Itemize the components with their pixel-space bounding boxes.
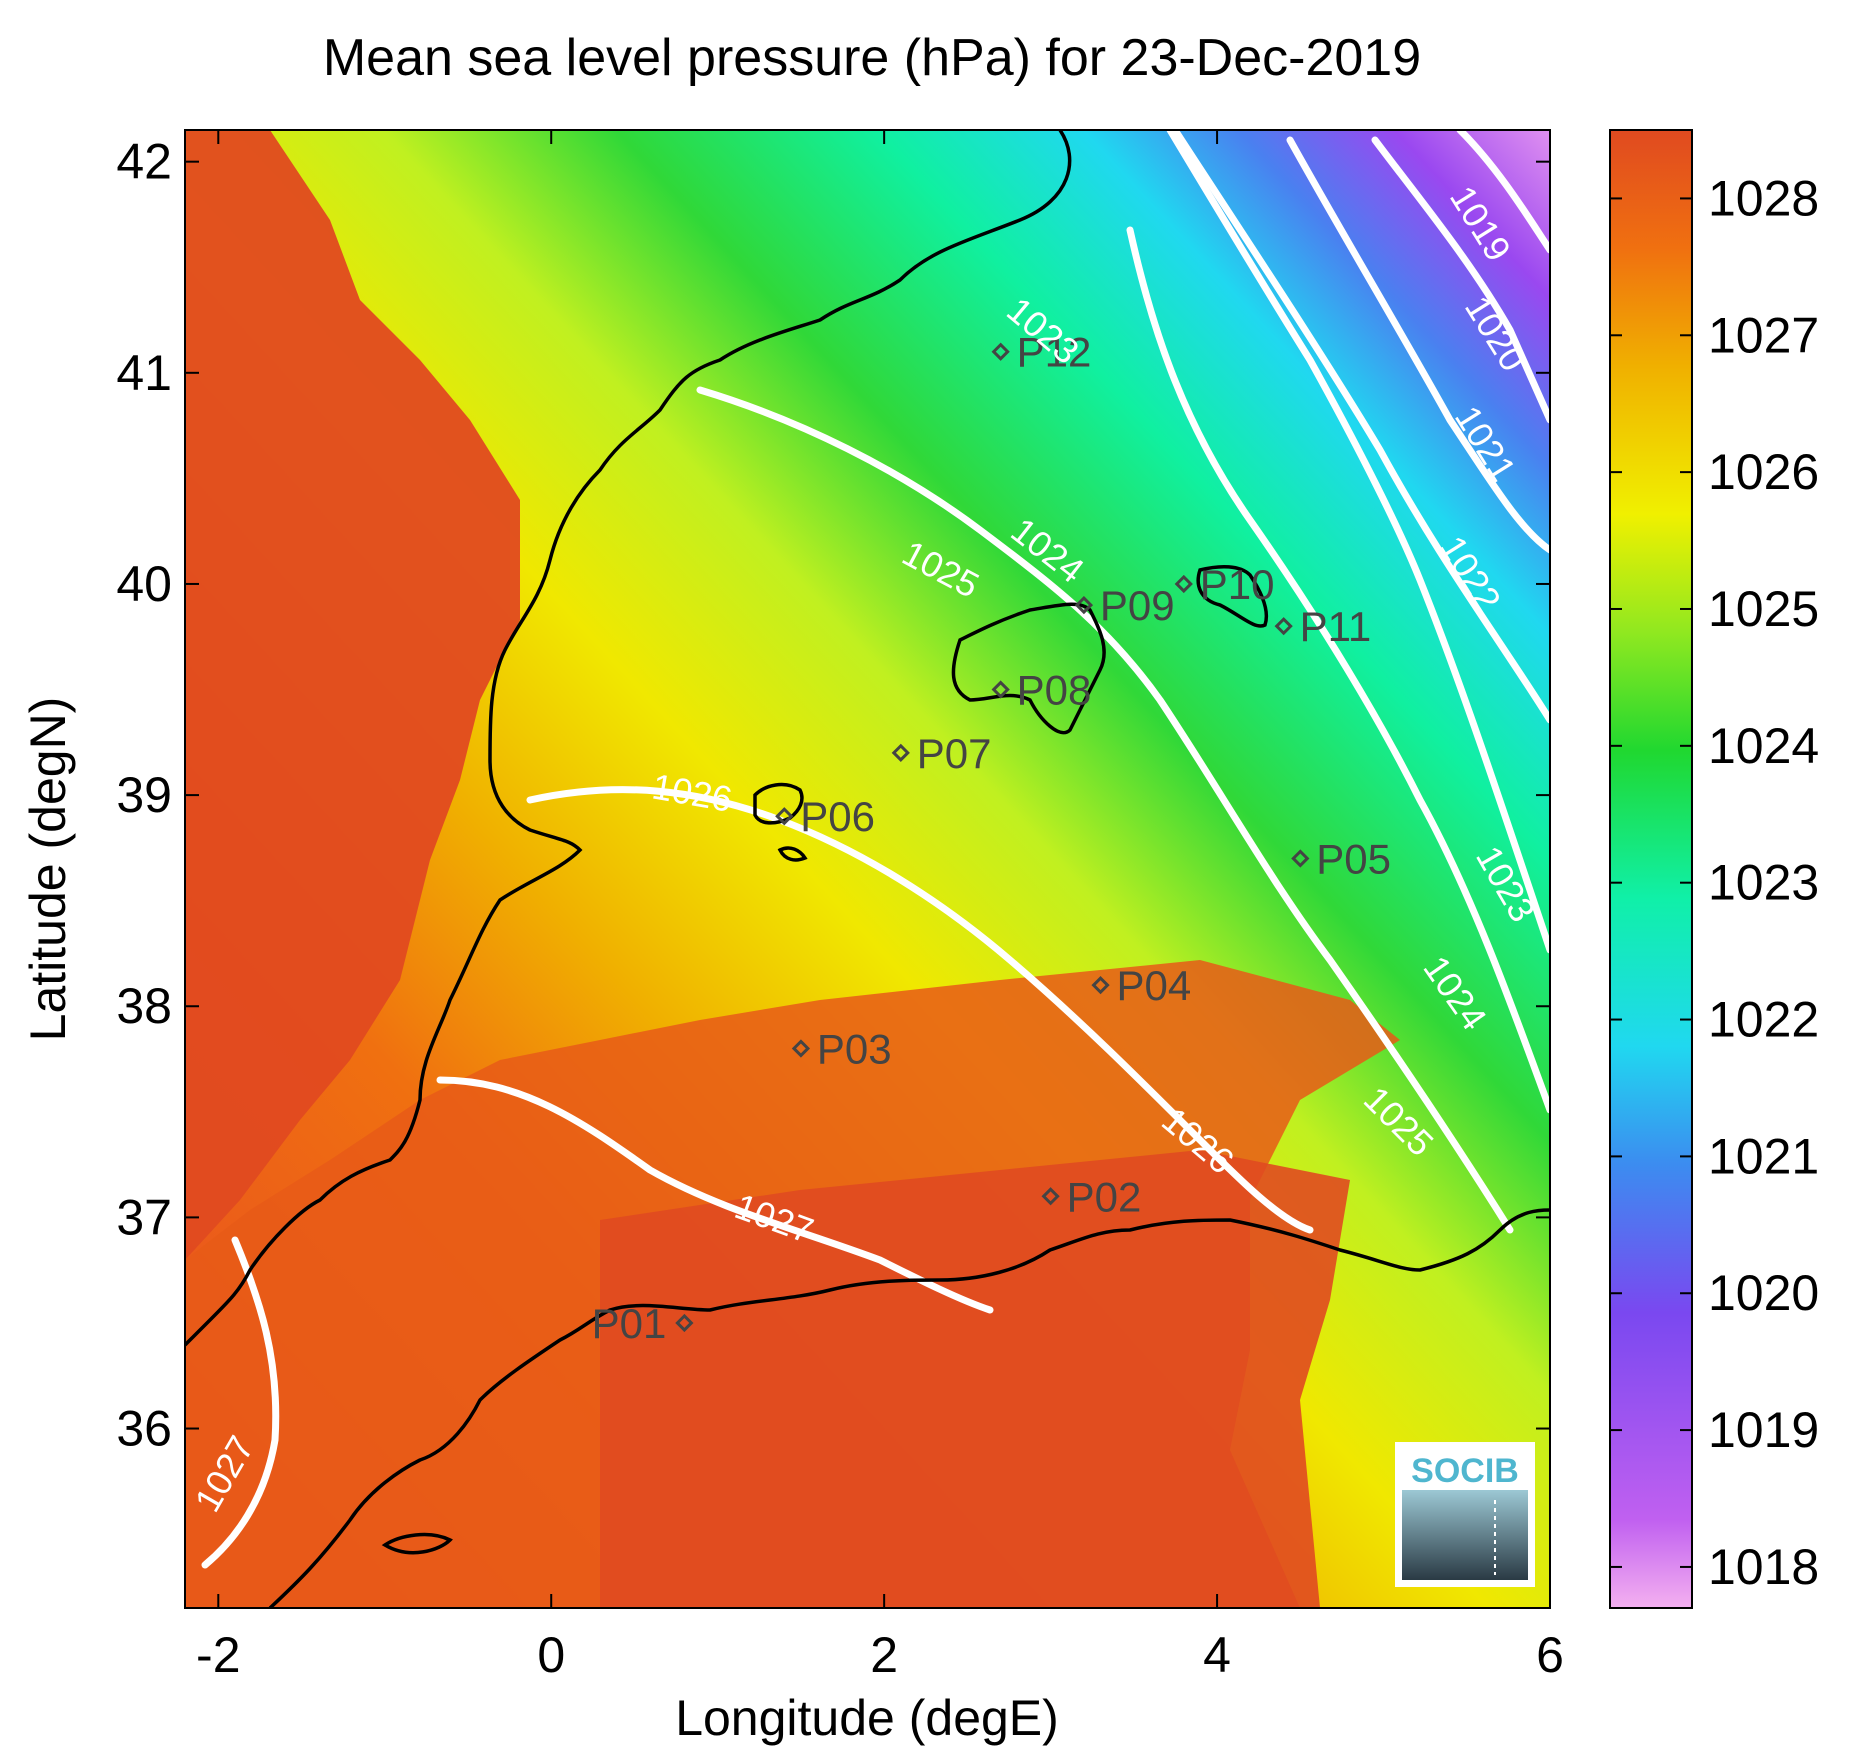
colorbar-tick-label: 1025	[1708, 581, 1819, 637]
station-marker	[1091, 976, 1110, 995]
x-tick-label: 6	[1536, 1627, 1564, 1683]
isobar-1027-west	[201, 1236, 280, 1569]
isobar-1022	[1171, 130, 1550, 724]
x-tick-label: -2	[196, 1627, 240, 1683]
x-tick-label: 0	[537, 1627, 565, 1683]
chart-title: Mean sea level pressure (hPa) for 23-Dec…	[323, 29, 1421, 87]
station-marker	[1174, 574, 1193, 594]
station-label: P03	[817, 1025, 892, 1072]
station-label: P04	[1117, 962, 1192, 1009]
x-ticks: -2 0 2 4 6	[196, 130, 1564, 1683]
y-tick-label: 40	[116, 556, 172, 612]
station-label: P11	[1300, 603, 1372, 650]
y-ticks: 36 37 38 39 40 41 42	[116, 134, 1550, 1457]
station-label: P12	[1017, 329, 1092, 376]
plot-frame	[184, 129, 1551, 1609]
station-label: P02	[1067, 1173, 1142, 1220]
socib-logo-text: SOCIB	[1411, 1452, 1519, 1490]
coastline-ibiza	[753, 782, 804, 825]
colorbar-tick-label: 1026	[1708, 444, 1819, 500]
land-high-pressure-iberia	[185, 130, 520, 1260]
colorbar-tick-label: 1028	[1708, 170, 1819, 226]
x-tick-label: 2	[870, 1627, 898, 1683]
station-marker	[891, 743, 910, 762]
north-africa-red-band	[600, 1150, 1350, 1608]
station-label: P06	[800, 793, 875, 840]
coastline-menorca	[1196, 564, 1268, 628]
station-marker	[791, 1039, 811, 1058]
station-marker	[991, 342, 1010, 361]
isobar-1020	[1371, 136, 1550, 424]
y-tick-label: 39	[116, 767, 172, 823]
colorbar-tick-label: 1021	[1708, 1128, 1819, 1184]
station-label: P01	[592, 1300, 667, 1347]
station-marker	[1291, 849, 1310, 868]
colorbar-tick-label: 1019	[1708, 1402, 1819, 1458]
station-marker	[775, 807, 794, 826]
coastline-iberia	[185, 130, 1072, 1347]
station-label: P09	[1100, 582, 1175, 629]
coastline-mallorca	[951, 602, 1106, 735]
station-marker	[1074, 595, 1094, 615]
y-tick-label: 37	[116, 1189, 172, 1245]
y-tick-label: 42	[116, 134, 172, 190]
isobar-1019	[1456, 130, 1550, 254]
colorbar-tick-label: 1020	[1708, 1265, 1819, 1321]
isobar-1026	[526, 786, 1314, 1234]
station-marker	[675, 1313, 694, 1333]
colorbar-tick-label: 1027	[1708, 307, 1819, 363]
colorbar-tick-label: 1023	[1708, 855, 1819, 911]
coastlines	[185, 130, 1550, 1608]
x-axis-label: Longitude (degE)	[675, 1690, 1059, 1746]
coastline-alboran	[381, 1532, 453, 1555]
station-marker	[991, 680, 1010, 699]
station-label: P10	[1200, 561, 1275, 608]
isobar-1021	[1286, 136, 1550, 554]
socib-logo: SOCIB	[1395, 1442, 1535, 1587]
y-axis-label: Latitude (degN)	[20, 697, 76, 1042]
x-tick-label: 4	[1203, 1627, 1231, 1683]
isobar-1024	[1126, 226, 1550, 1114]
station-label: P05	[1316, 835, 1391, 882]
y-tick-label: 36	[116, 1401, 172, 1457]
isobar-1027	[436, 1076, 994, 1314]
y-tick-label: 38	[116, 978, 172, 1034]
coastline-formentera	[777, 846, 808, 862]
station-marker	[1041, 1187, 1060, 1206]
isobar-lines	[201, 130, 1550, 1569]
isobar-1025	[696, 386, 1514, 1234]
coastline-africa	[268, 1208, 1550, 1608]
colorbar-ticks: 1018 1019 1020 1021 1022 1023 1024 1025 1026 1027…	[1610, 170, 1819, 1595]
station-label: P07	[917, 730, 992, 777]
colorbar	[1609, 129, 1693, 1609]
isobar-1023	[1166, 130, 1550, 954]
colorbar-tick-label: 1022	[1708, 992, 1819, 1048]
colorbar-tick-label: 1024	[1708, 718, 1819, 774]
y-tick-label: 41	[116, 345, 172, 401]
colorbar-tick-label: 1018	[1708, 1539, 1819, 1595]
station-label: P08	[1017, 667, 1092, 714]
plot-area	[185, 130, 1550, 1608]
station-marker	[1274, 617, 1293, 636]
